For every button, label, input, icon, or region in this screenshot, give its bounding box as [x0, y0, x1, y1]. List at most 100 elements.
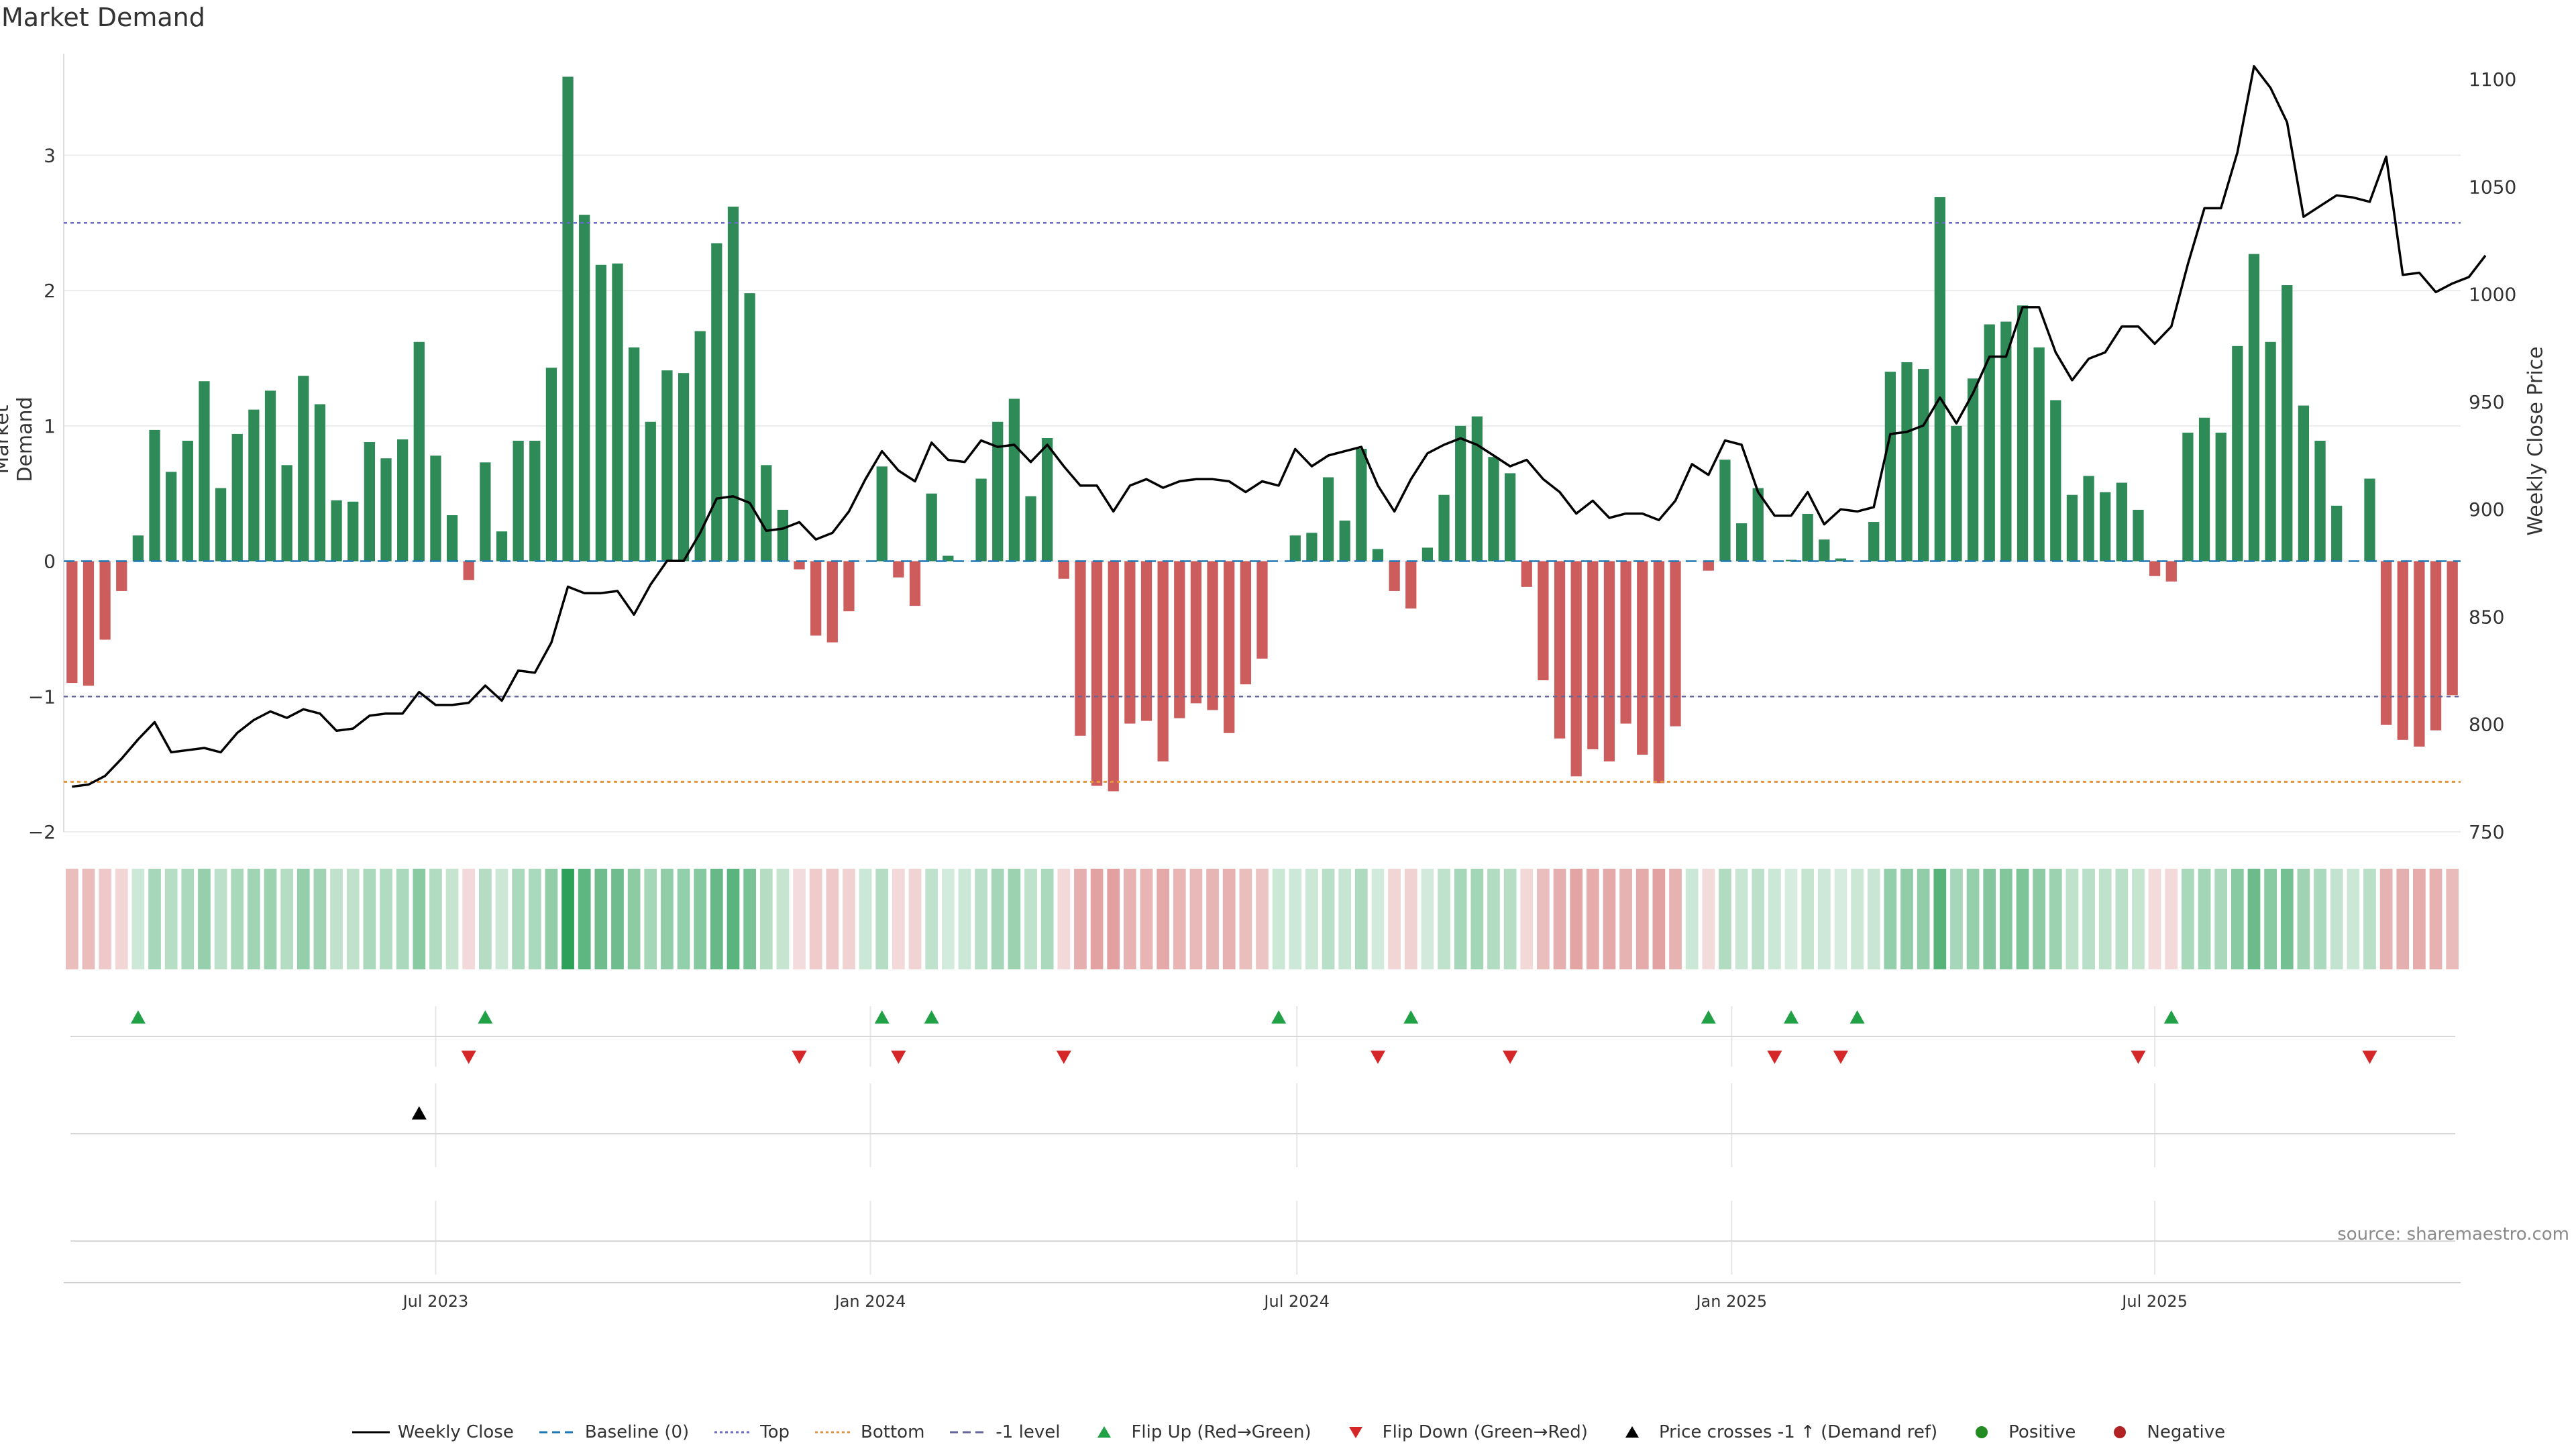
heat-cell	[644, 869, 657, 969]
legend-label: -1 level	[996, 1422, 1061, 1442]
legend-item: Weekly Close	[351, 1422, 514, 1442]
heat-cell	[1603, 869, 1616, 969]
heat-cell	[2082, 869, 2095, 969]
x-tick-label: Jul 2025	[2121, 1292, 2188, 1311]
demand-bar-negative	[2165, 561, 2177, 582]
demand-bar-positive	[264, 390, 276, 561]
heat-cell	[2363, 869, 2376, 969]
heat-cell	[1983, 869, 1996, 969]
demand-bar-positive	[1008, 398, 1020, 561]
demand-bar-negative	[1405, 561, 1417, 609]
legend-symbol-icon	[949, 1424, 989, 1440]
heat-cell	[1635, 869, 1649, 969]
demand-bar-negative	[99, 561, 111, 640]
y-tick-left: −2	[28, 821, 56, 843]
heat-cell	[2165, 869, 2178, 969]
flip-down-marker	[1833, 1051, 1848, 1064]
x-tick-label: Jul 2024	[1263, 1292, 1330, 1311]
demand-bar-negative	[1124, 561, 1136, 724]
heat-cell	[1057, 869, 1071, 969]
demand-bar-positive	[1471, 416, 1483, 561]
heat-cell	[1950, 869, 1963, 969]
heat-cell	[1966, 869, 1980, 969]
heat-cell	[2446, 869, 2459, 969]
demand-bar-positive	[2248, 254, 2260, 561]
demand-bar-positive	[1339, 521, 1350, 561]
heat-cell	[2132, 869, 2145, 969]
heat-cell	[975, 869, 987, 969]
heat-cell	[164, 869, 178, 969]
heat-cell	[231, 869, 244, 969]
heat-cell	[198, 869, 211, 969]
demand-bar-positive	[876, 466, 888, 561]
demand-bar-positive	[595, 264, 606, 561]
heat-cell	[2264, 869, 2277, 969]
legend-symbol-icon	[1084, 1424, 1124, 1440]
flip-up-marker	[130, 1010, 146, 1024]
legend-item: -1 level	[949, 1422, 1060, 1442]
heat-cell	[1354, 869, 1368, 969]
heat-cell	[297, 869, 310, 969]
heat-cell	[594, 869, 608, 969]
demand-bar-positive	[199, 381, 210, 561]
x-tick-label: Jul 2023	[402, 1292, 469, 1311]
heat-cell	[2065, 869, 2079, 969]
legend-label: Baseline (0)	[584, 1422, 690, 1442]
heat-cell	[1702, 869, 1715, 969]
heat-cell	[710, 869, 723, 969]
heat-cell	[2280, 869, 2294, 969]
heat-cell	[214, 869, 227, 969]
legend-item: Flip Up (Red→Green)	[1084, 1422, 1311, 1442]
heat-cell	[1421, 869, 1434, 969]
heat-cell	[445, 869, 459, 969]
heat-cell	[727, 869, 740, 969]
demand-bar-positive	[2232, 345, 2243, 561]
y-axis-left-label: Market Demand	[0, 396, 37, 482]
heat-cell	[1189, 869, 1203, 969]
heat-cell	[148, 869, 161, 969]
demand-bar-negative	[794, 561, 805, 570]
heat-cell	[793, 869, 806, 969]
heat-cell	[99, 869, 111, 969]
demand-bar-negative	[843, 561, 855, 612]
price-cross-marker	[411, 1106, 427, 1120]
legend-item: Flip Down (Green→Red)	[1336, 1422, 1588, 1442]
flip-down-marker	[891, 1051, 906, 1064]
heat-cell	[1157, 869, 1170, 969]
y-tick-left: 3	[44, 144, 56, 166]
demand-bar-positive	[1488, 457, 1499, 561]
demand-bar-positive	[612, 263, 623, 561]
demand-bar-negative	[1108, 561, 1119, 792]
demand-bar-positive	[132, 535, 144, 561]
event-markers	[70, 1010, 2455, 1242]
y-axis-right-label: Weekly Close Price	[2524, 346, 2548, 536]
heat-cell	[627, 869, 641, 969]
demand-bar-negative	[2380, 561, 2392, 725]
heat-cell	[380, 869, 392, 969]
legend-item: Positive	[1962, 1422, 2076, 1442]
legend-item: Baseline (0)	[538, 1422, 689, 1442]
demand-bar-positive	[2298, 405, 2310, 561]
demand-bar-positive	[2265, 341, 2276, 561]
demand-bar-positive	[761, 465, 772, 561]
heat-cell	[181, 869, 195, 969]
flip-down-marker	[792, 1051, 807, 1064]
demand-bar-negative	[2447, 561, 2458, 696]
flip-up-marker	[1403, 1010, 1419, 1024]
flip-down-marker	[461, 1051, 476, 1064]
flip-down-marker	[1056, 1051, 1071, 1064]
y-tick-right: 800	[2469, 714, 2504, 736]
demand-bar-negative	[1140, 561, 1152, 721]
heat-cell	[65, 869, 78, 969]
legend-label: Positive	[2008, 1422, 2076, 1442]
heat-cell	[1553, 869, 1566, 969]
demand-bar-negative	[1075, 561, 1086, 736]
heat-cell	[578, 869, 591, 969]
demand-bar-positive	[1901, 362, 1913, 561]
y-tick-left: 1	[44, 415, 56, 437]
demand-bar-negative	[1157, 561, 1169, 762]
heat-cell	[131, 869, 145, 969]
heat-cell	[1090, 869, 1104, 969]
demand-bar-negative	[909, 561, 921, 606]
